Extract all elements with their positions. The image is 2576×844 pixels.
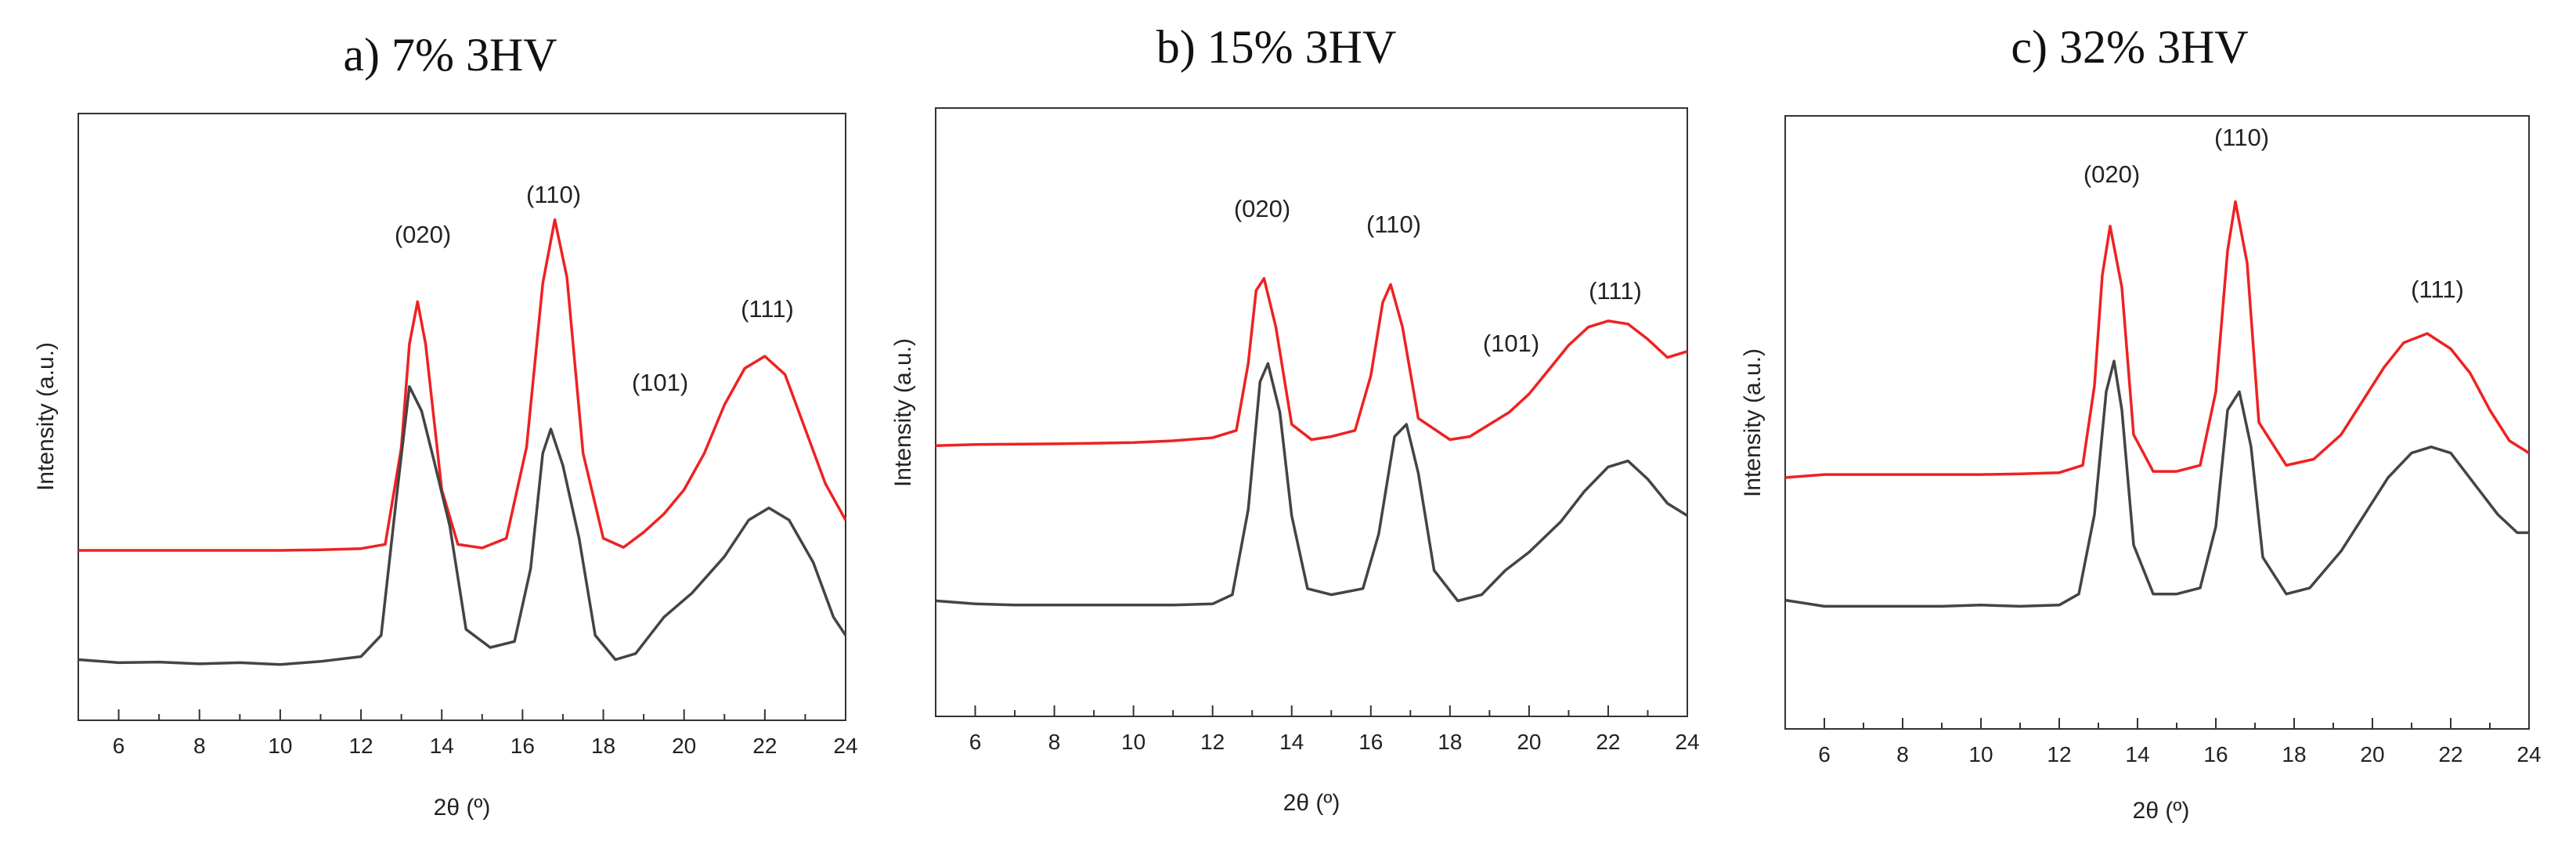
- panel-b-peak-110: (110): [1366, 211, 1421, 238]
- panel-c-title: c) 32% 3HV: [2011, 21, 2248, 73]
- x-tick-label: 16: [1358, 730, 1383, 754]
- x-tick-label: 10: [268, 734, 292, 758]
- x-tick-label: 18: [591, 734, 615, 758]
- panel-b-ticks: 6 8 10 12 14 16 18 20 22 24: [935, 705, 1700, 754]
- panel-a-peak-101: (101): [632, 369, 688, 396]
- x-tick-label: 12: [348, 734, 373, 758]
- panel-c-series-black: [1784, 359, 2529, 608]
- panel-a: a) 7% 3HV 6 8 10 12 14 16 18 20 22 24 (020) (110)…: [33, 29, 858, 821]
- panel-a-ylabel: Intensity (a.u.): [33, 342, 59, 491]
- x-tick-label: 10: [1968, 742, 1993, 766]
- panel-c-peak-110: (110): [2214, 124, 2269, 151]
- panel-a-xlabel: 2θ (º): [434, 795, 491, 821]
- x-tick-label: 24: [833, 734, 857, 758]
- x-tick-label: 12: [1200, 730, 1225, 754]
- x-tick-label: 18: [1438, 730, 1462, 754]
- panel-a-series-red: [78, 218, 847, 552]
- x-tick-label: 14: [2125, 742, 2149, 766]
- panel-b-title: b) 15% 3HV: [1156, 21, 1397, 73]
- x-tick-label: 8: [1048, 730, 1061, 754]
- panel-a-ticks: 6 8 10 12 14 16 18 20 22 24: [78, 709, 858, 758]
- x-tick-label: 6: [113, 734, 125, 758]
- panel-c: c) 32% 3HV 6 8 10 12 14 16 18 20 22 24 (020) (110…: [1740, 21, 2542, 824]
- panel-b-peak-020: (020): [1234, 195, 1290, 222]
- x-tick-label: 6: [969, 730, 982, 754]
- panel-b-peak-101: (101): [1483, 330, 1539, 357]
- x-tick-label: 20: [2360, 742, 2384, 766]
- panel-c-frame: [1784, 115, 2530, 730]
- panel-a-title: a) 7% 3HV: [343, 29, 557, 81]
- x-tick-label: 14: [1279, 730, 1304, 754]
- x-tick-label: 16: [511, 734, 535, 758]
- x-tick-label: 24: [1675, 730, 1699, 754]
- x-tick-label: 22: [752, 734, 777, 758]
- panel-b-frame: [935, 107, 1688, 717]
- x-tick-label: 6: [1818, 742, 1831, 766]
- panel-a-peak-111: (111): [741, 295, 794, 323]
- panel-b-peak-111: (111): [1589, 277, 1642, 305]
- panel-c-ylabel: Intensity (a.u.): [1740, 348, 1766, 497]
- panel-a-series-black: [78, 384, 847, 666]
- x-tick-label: 8: [1896, 742, 1909, 766]
- x-tick-label: 10: [1121, 730, 1145, 754]
- x-tick-label: 20: [1517, 730, 1541, 754]
- panel-c-series-red: [1784, 200, 2530, 479]
- x-tick-label: 18: [2282, 742, 2306, 766]
- panel-a-peak-110: (110): [526, 181, 581, 208]
- x-tick-label: 22: [2438, 742, 2462, 766]
- panel-b-xlabel: 2θ (º): [1283, 790, 1340, 816]
- panel-b-series-red: [935, 276, 1688, 447]
- x-tick-label: 24: [2516, 742, 2541, 766]
- panel-c-ticks: 6 8 10 12 14 16 18 20 22 24: [1784, 718, 2542, 766]
- panel-c-peak-020: (020): [2084, 161, 2140, 188]
- panel-c-peak-111: (111): [2411, 276, 2464, 303]
- x-tick-label: 14: [430, 734, 454, 758]
- x-tick-label: 8: [193, 734, 206, 758]
- x-tick-label: 16: [2203, 742, 2228, 766]
- panel-c-xlabel: 2θ (º): [2133, 798, 2190, 824]
- x-tick-label: 20: [672, 734, 696, 758]
- panel-b-ylabel: Intensity (a.u.): [890, 338, 916, 487]
- panel-a-frame: [78, 113, 846, 721]
- panel-b: b) 15% 3HV 6 8 10 12 14 16 18 20 22 24 (020) (110…: [890, 21, 1700, 816]
- panel-b-series-black: [935, 362, 1688, 607]
- x-tick-label: 22: [1596, 730, 1620, 754]
- panel-a-peak-020: (020): [395, 221, 451, 248]
- x-tick-label: 12: [2047, 742, 2071, 766]
